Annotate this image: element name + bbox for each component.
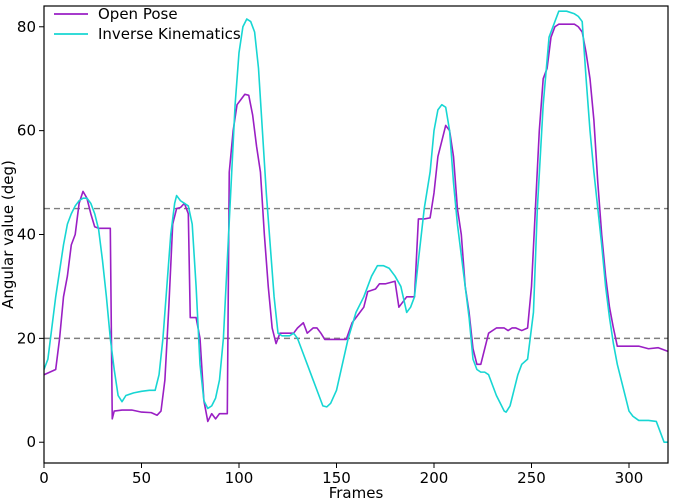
x-axis: 0 50 100 150 200 250 300 bbox=[39, 463, 643, 487]
legend-label: Inverse Kinematics bbox=[98, 25, 241, 43]
y-tick-label: 80 bbox=[17, 18, 36, 36]
plot-content bbox=[43, 10, 669, 444]
y-tick-label: 60 bbox=[17, 122, 36, 140]
y-axis-label: Angular value (deg) bbox=[0, 160, 17, 309]
legend-label: Open Pose bbox=[98, 5, 178, 23]
x-tick-label: 300 bbox=[615, 469, 644, 487]
x-tick-label: 100 bbox=[225, 469, 254, 487]
series-line-open-pose bbox=[43, 23, 669, 423]
x-tick-label: 250 bbox=[517, 469, 546, 487]
legend: Open Pose Inverse Kinematics bbox=[54, 5, 241, 43]
y-tick-label: 0 bbox=[26, 433, 36, 451]
y-tick-label: 40 bbox=[17, 226, 36, 244]
x-tick-label: 50 bbox=[132, 469, 151, 487]
y-tick-label: 20 bbox=[17, 329, 36, 347]
x-tick-label: 150 bbox=[322, 469, 351, 487]
x-tick-label: 200 bbox=[420, 469, 449, 487]
plot-frame bbox=[43, 5, 669, 464]
y-axis: 0 20 40 60 80 bbox=[17, 18, 44, 451]
x-tick-label: 0 bbox=[39, 469, 49, 487]
x-axis-label: Frames bbox=[329, 484, 384, 501]
series-line-inverse-kinematics bbox=[43, 10, 668, 444]
